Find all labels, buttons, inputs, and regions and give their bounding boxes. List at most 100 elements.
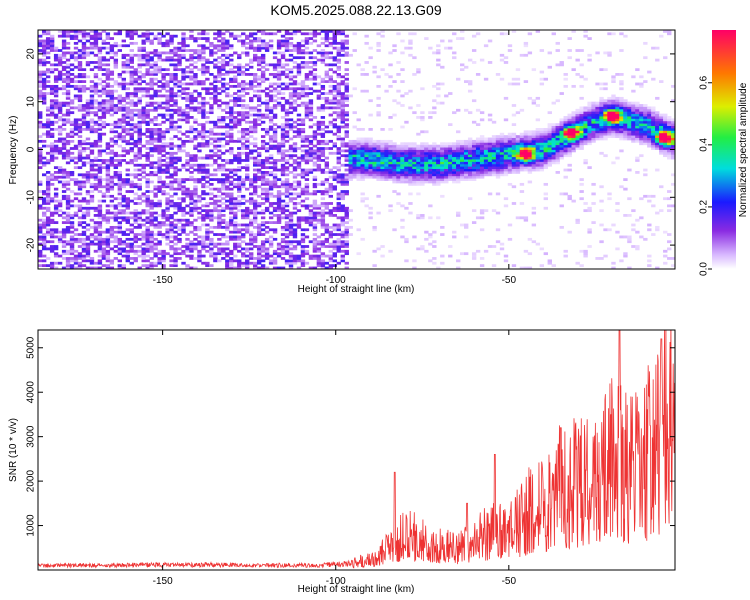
heatmap-cell [109,161,115,165]
heatmap-cell [460,142,465,146]
heatmap-cell [117,118,123,122]
heatmap-cell [125,206,130,210]
heatmap-cell [81,84,87,88]
heatmap-cell [69,204,75,208]
heatmap-cell [420,182,425,186]
heatmap-cell [320,192,326,196]
heatmap-cell [249,178,254,181]
heatmap-cell [185,120,190,124]
heatmap-cell [348,171,353,174]
heatmap-cell [149,171,154,174]
heatmap-cell [65,204,71,208]
heatmap-cell [145,185,150,189]
heatmap-cell [292,173,298,177]
heatmap-cell [173,101,178,105]
heatmap-cell [38,63,43,67]
heatmap-cell [197,130,202,134]
heatmap-cell [81,237,87,241]
heatmap-cell [133,182,138,186]
heatmap-cell [288,230,294,234]
heatmap-cell [276,202,282,205]
heatmap-cell [249,156,254,160]
heatmap-cell [101,257,107,260]
heatmap-cell [360,199,365,203]
heatmap-cell [117,187,123,191]
heatmap-cell [245,166,250,170]
heatmap-cell [296,51,302,55]
heatmap-cell [448,142,453,146]
heatmap-cell [328,266,334,269]
heatmap-cell [81,51,87,55]
heatmap-cell [300,154,306,158]
heatmap-cell [268,96,274,100]
heatmap-cell [69,190,75,193]
heatmap-cell [217,99,222,103]
heatmap-cell [133,214,138,217]
heatmap-cell [77,127,83,131]
heatmap-cell [296,209,302,213]
heatmap-cell [336,84,341,88]
heatmap-cell [245,175,250,179]
heatmap-cell [217,144,222,148]
heatmap-cell [320,159,326,162]
heatmap-cell [288,223,294,227]
heatmap-cell [252,190,258,193]
heatmap-cell [153,242,158,246]
heatmap-cell [420,151,425,155]
heatmap-cell [49,249,55,253]
heatmap-cell [292,254,298,258]
heatmap-cell [121,204,126,208]
heatmap-cell [157,249,162,253]
heatmap-cell [65,96,71,100]
heatmap-cell [89,101,95,105]
heatmap-cell [161,223,166,227]
heatmap-cell [260,159,266,162]
heatmap-cell [276,41,282,45]
heatmap-cell [340,242,345,246]
heatmap-cell [149,242,154,246]
heatmap-cell [221,53,226,57]
heatmap-cell [149,104,154,107]
heatmap-cell [336,204,341,208]
heatmap-cell [400,39,405,43]
heatmap-cell [308,118,314,122]
heatmap-cell [105,94,111,98]
heatmap-cell [197,94,202,98]
heatmap-cell [360,151,365,155]
heatmap-cell [272,89,278,93]
heatmap-cell [260,175,266,179]
heatmap-cell [252,84,258,88]
heatmap-cell [205,209,210,213]
heatmap-cell [340,41,345,45]
heatmap-cell [352,154,357,158]
heatmap-cell [320,168,326,172]
heatmap-cell [201,32,206,36]
heatmap-cell [205,173,210,177]
heatmap-cell [65,211,71,215]
heatmap-cell [348,159,353,162]
heatmap-cell [53,147,59,150]
heatmap-cell [424,149,429,153]
heatmap-cell [384,159,389,162]
heatmap-cell [280,44,286,48]
heatmap-cell [137,135,142,138]
heatmap-cell [153,34,158,38]
heatmap-cell [153,130,158,134]
heatmap-cell [161,120,166,124]
heatmap-cell [264,237,270,241]
heatmap-cell [145,63,150,67]
heatmap-cell [61,77,67,81]
heatmap-cell [145,259,150,263]
heatmap-cell [284,235,290,239]
heatmap-cell [133,92,138,95]
heatmap-cell [117,144,123,148]
heatmap-cell [53,178,59,181]
heatmap-cell [201,30,206,33]
heatmap-cell [256,168,262,172]
heatmap-cell [264,252,270,256]
heatmap-cell [292,130,298,134]
heatmap-cell [284,190,290,193]
heatmap-cell [73,259,79,263]
heatmap-cell [316,106,322,110]
